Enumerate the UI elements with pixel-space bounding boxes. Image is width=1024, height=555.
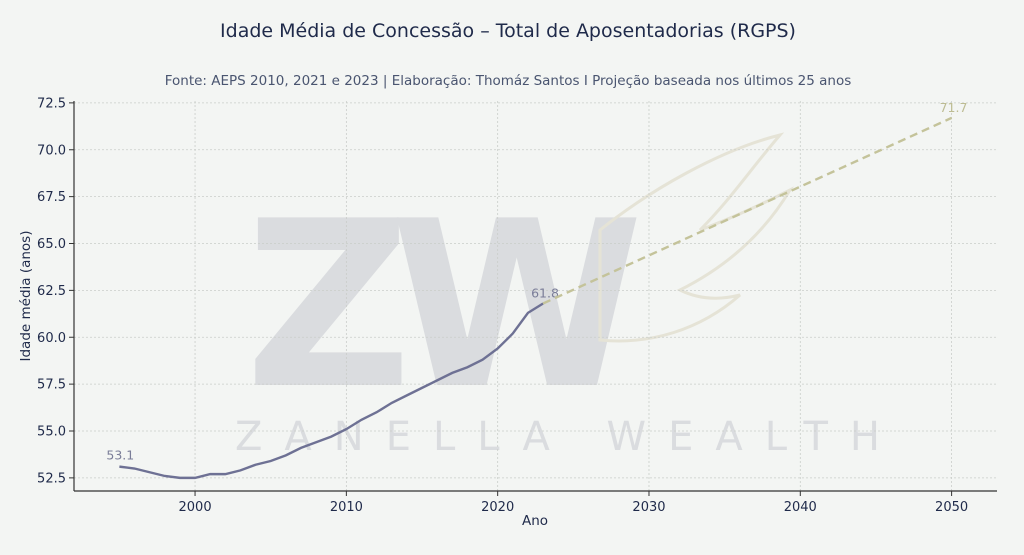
end-value-label: 71.7 bbox=[940, 100, 968, 115]
y-tick-label: 62.5 bbox=[37, 284, 66, 299]
x-tick-label: 2030 bbox=[632, 500, 665, 515]
watermark-letter-w: W bbox=[390, 173, 644, 440]
y-axis-label: Idade média (anos) bbox=[18, 231, 34, 362]
x-tick-label: 2000 bbox=[179, 500, 212, 515]
series: 53.1 61.8 71.7 bbox=[106, 100, 968, 480]
y-tick-label: 72.5 bbox=[37, 96, 66, 111]
ticks: 2000 2010 2020 2030 2040 2050 52.5 55.0 57.5 60.0… bbox=[37, 96, 968, 515]
x-tick-label: 2040 bbox=[784, 500, 817, 515]
wing-icon bbox=[598, 132, 794, 343]
watermark-letter-z: Z bbox=[245, 173, 412, 440]
grid bbox=[74, 101, 997, 491]
watermark-text: ZANELLA WEALTH bbox=[235, 414, 902, 460]
y-tick-label: 70.0 bbox=[37, 143, 66, 158]
end-value-label: 61.8 bbox=[531, 286, 559, 301]
projection-line bbox=[542, 116, 953, 305]
x-tick-label: 2010 bbox=[330, 500, 363, 515]
y-tick-label: 52.5 bbox=[37, 471, 66, 486]
y-tick-label: 57.5 bbox=[37, 378, 66, 393]
chart-subtitle: Fonte: AEPS 2010, 2021 e 2023 | Elaboraç… bbox=[165, 73, 852, 89]
chart-title: Idade Média de Concessão – Total de Apos… bbox=[220, 20, 796, 42]
x-axis-label: Ano bbox=[522, 513, 548, 529]
y-tick-label: 55.0 bbox=[37, 425, 66, 440]
y-tick-label: 65.0 bbox=[37, 237, 66, 252]
watermark: Z W ZANELLA WEALTH bbox=[235, 132, 902, 460]
x-tick-label: 2050 bbox=[935, 500, 968, 515]
y-tick-label: 67.5 bbox=[37, 190, 66, 205]
start-value-label: 53.1 bbox=[106, 448, 134, 463]
y-tick-label: 60.0 bbox=[37, 331, 66, 346]
x-tick-label: 2020 bbox=[481, 500, 514, 515]
